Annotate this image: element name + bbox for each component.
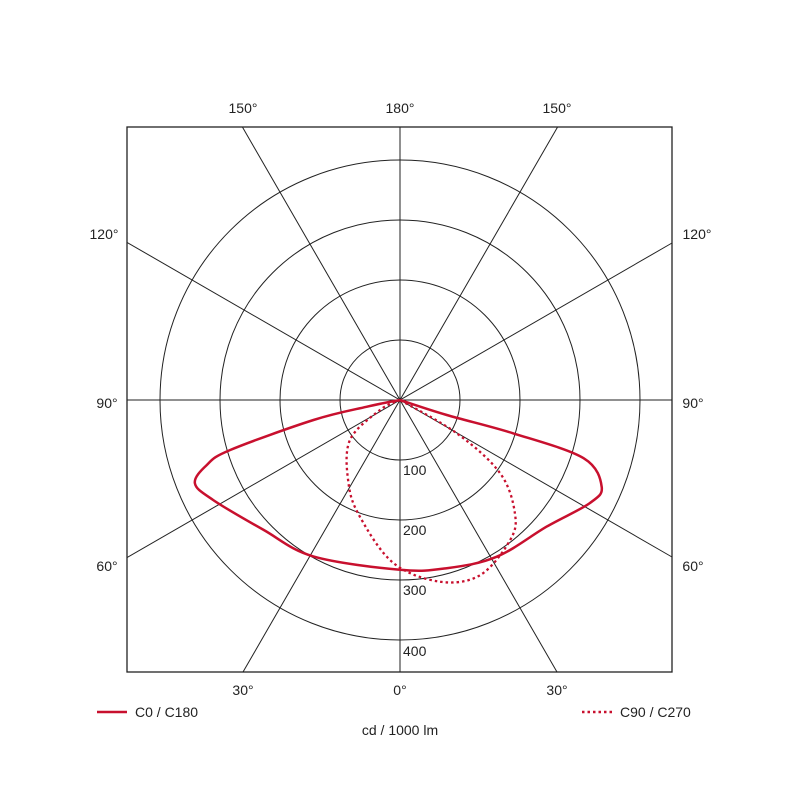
angle-label-right-120: 120°: [683, 226, 712, 242]
radial-tick-200: 200: [403, 522, 427, 538]
series-curve-0: [193, 398, 604, 573]
angle-label-left-120: 120°: [90, 226, 119, 242]
angle-label-right-90: 90°: [682, 395, 703, 411]
angle-label-top-center: 180°: [386, 100, 415, 116]
angle-label-top-left: 150°: [229, 100, 258, 116]
angle-label-bottom-right: 30°: [546, 682, 567, 698]
angle-label-right-60: 60°: [682, 558, 703, 574]
legend-label-c0-c180: C0 / C180: [135, 704, 198, 720]
angle-label-left-90: 90°: [96, 395, 117, 411]
radial-tick-300: 300: [403, 582, 427, 598]
radial-tick-100: 100: [403, 462, 427, 478]
legend-label-c90-c270: C90 / C270: [620, 704, 691, 720]
radial-tick-400: 400: [403, 643, 427, 659]
unit-label: cd / 1000 lm: [362, 722, 438, 738]
angle-label-bottom-center: 0°: [393, 682, 406, 698]
angle-label-left-60: 60°: [96, 558, 117, 574]
angle-label-top-right: 150°: [543, 100, 572, 116]
angle-label-bottom-left: 30°: [232, 682, 253, 698]
